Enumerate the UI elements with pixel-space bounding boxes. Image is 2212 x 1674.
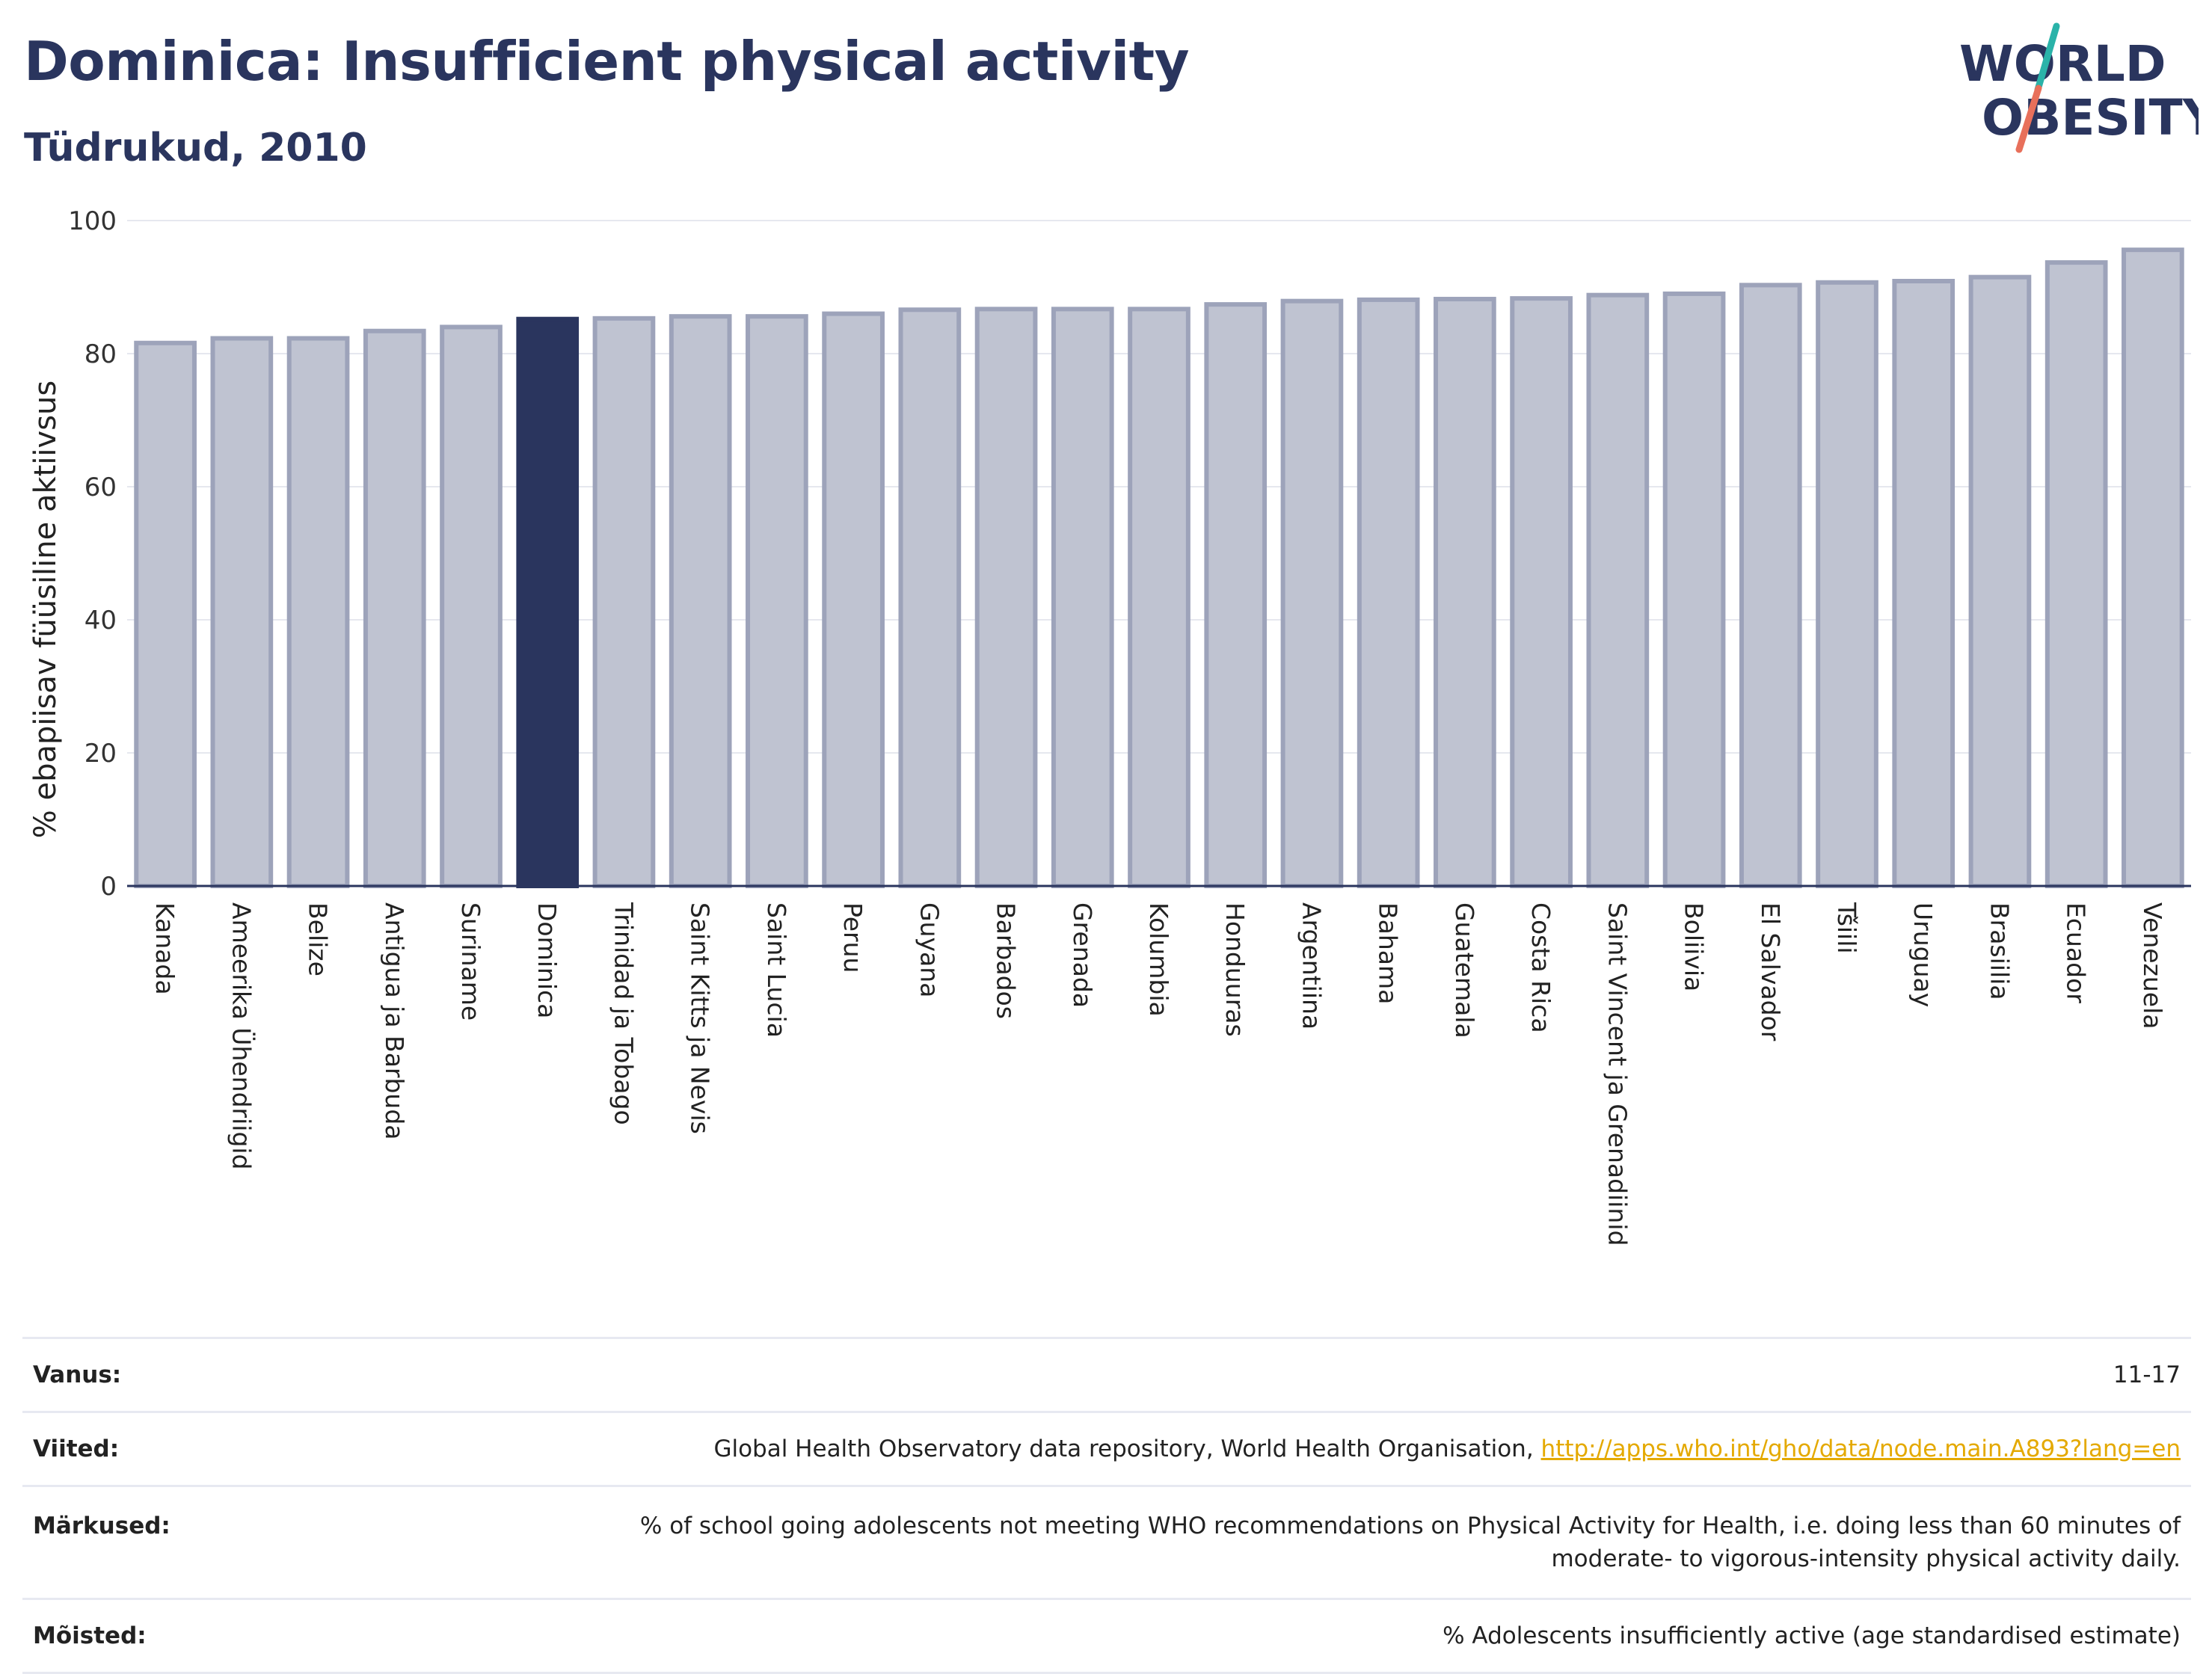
x-tick-label: Saint Vincent ja Grenadiinid (1603, 902, 1632, 1246)
bar (440, 324, 503, 888)
bar (286, 336, 350, 888)
x-tick-label: Suriname (456, 902, 485, 1021)
bar (134, 340, 197, 888)
bar (210, 336, 274, 888)
bar (1892, 278, 1956, 888)
x-tick-label: Uruguay (1908, 902, 1938, 1007)
x-tick-label: Ecuador (2062, 902, 2091, 1003)
bar (1739, 283, 1802, 888)
bar (2044, 260, 2108, 888)
x-tick-label: Kolumbia (1144, 902, 1173, 1017)
y-tick-label: 0 (100, 872, 117, 902)
notes-line-1: % of school going adolescents not meetin… (639, 1513, 2181, 1539)
info-value-notes: % of school going adolescents not meetin… (302, 1510, 2181, 1575)
x-tick-label: Honduuras (1220, 902, 1250, 1037)
x-tick-label: Guyana (915, 902, 944, 997)
y-axis-title: % ebapiisav füüsiline aktiivsus (28, 381, 63, 839)
y-tick-label: 40 (85, 606, 117, 636)
x-tick-label: Venezuela (2138, 902, 2167, 1029)
bar (822, 311, 885, 889)
y-tick-label: 80 (85, 339, 117, 369)
x-tick-label: Saint Kitts ja Nevis (686, 902, 715, 1134)
x-tick-label: El Salvador (1756, 902, 1785, 1041)
bar (1968, 274, 2032, 888)
bar (1816, 280, 1878, 888)
x-tick-label: Saint Lucia (762, 902, 791, 1038)
x-tick-label: Antigua ja Barbuda (380, 902, 409, 1140)
info-row-definitions: Mõisted: % Adolescents insufficiently ac… (22, 1598, 2191, 1674)
info-row-notes: Märkused: % of school going adolescents … (22, 1485, 2191, 1598)
x-tick-label: Bahama (1374, 902, 1403, 1004)
logo-slash-teal (2034, 22, 2060, 93)
notes-line-2: moderate- to vigorous-intensity physical… (1551, 1545, 2181, 1572)
x-tick-label: Argentiina (1297, 902, 1326, 1030)
info-label-notes: Märkused: (33, 1513, 170, 1539)
info-row-references: Viited: Global Health Observatory data r… (22, 1411, 2191, 1485)
chart-subtitle: Tüdrukud, 2010 (24, 126, 367, 170)
x-tick-label: Grenada (1068, 902, 1097, 1008)
reference-link[interactable]: http://apps.who.int/gho/data/node.main.A… (1540, 1435, 2181, 1462)
info-row-age: Vanus: 11-17 (22, 1337, 2191, 1411)
bar-chart: 0 20 40 60 80 100 Kanada Ameerika Ühendriigid Be… (28, 206, 2191, 1246)
x-tick-label: Boliivia (1680, 902, 1709, 991)
logo-text-obesity: OBESITY (1982, 89, 2199, 147)
info-label-age: Vanus: (33, 1361, 122, 1388)
x-tick-label: Guatemala (1450, 902, 1479, 1038)
y-tick-label: 20 (85, 739, 117, 769)
bar (974, 307, 1038, 888)
x-tick-label: Tšiili (1832, 902, 1861, 954)
info-value-definitions: % Adolescents insufficiently active (age… (1443, 1622, 2181, 1649)
bar (1586, 292, 1650, 888)
axis-labels: 0 20 40 60 80 100 Kanada Ameerika Ühendriigid Be… (68, 206, 2167, 1246)
bar (898, 307, 962, 888)
bar (746, 314, 808, 889)
bar (1204, 302, 1268, 888)
logo-text-world: WORLD (1959, 35, 2166, 93)
bar (1357, 297, 1420, 889)
y-tick-label: 60 (85, 473, 117, 502)
x-tick-label: Brasiilia (1985, 902, 2014, 1000)
bar (1280, 298, 1344, 888)
bar (592, 316, 656, 888)
info-value-references: Global Health Observatory data repositor… (302, 1433, 2181, 1465)
bar (363, 328, 426, 888)
info-label-references: Viited: (33, 1435, 120, 1462)
info-label-definitions: Mõisted: (33, 1622, 147, 1649)
x-tick-label: Peruu (838, 902, 867, 973)
info-table: Vanus: 11-17 Viited: Global Health Obser… (22, 1337, 2191, 1674)
info-value-age: 11-17 (2113, 1361, 2181, 1388)
bar (2122, 247, 2184, 889)
y-tick-label: 100 (68, 206, 117, 236)
chart-title: Dominica: Insufficient physical activity (24, 30, 1190, 93)
bar (1510, 296, 1573, 888)
x-tick-label: Ameerika Ühendriigid (227, 902, 256, 1170)
world-obesity-logo: WORLD OBESITY (1959, 22, 2199, 153)
bar (1662, 291, 1726, 888)
bar (669, 314, 732, 889)
logo-slash-coral (2015, 84, 2042, 153)
x-tick-label: Barbados (992, 902, 1021, 1019)
bar-highlighted (516, 316, 580, 889)
x-tick-label: Costa Rica (1526, 902, 1555, 1033)
bar (1128, 307, 1191, 888)
bars (134, 247, 2184, 889)
reference-text: Global Health Observatory data repositor… (713, 1435, 1541, 1462)
x-tick-label: Trinidad ja Tobago (609, 902, 638, 1125)
x-tick-label: Dominica (532, 902, 562, 1018)
bar (1051, 307, 1114, 888)
x-tick-label: Belize (304, 902, 333, 976)
x-tick-label: Kanada (150, 902, 179, 995)
bar (1434, 297, 1496, 888)
